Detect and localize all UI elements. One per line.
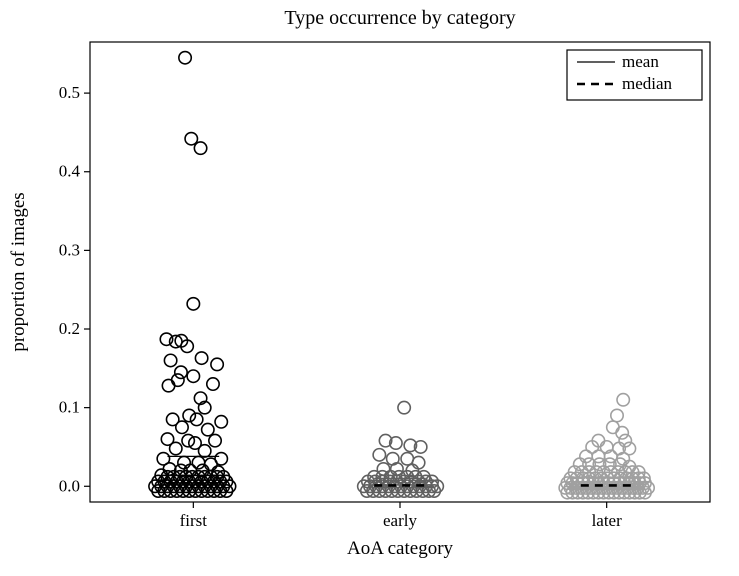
legend-label: median (622, 74, 673, 93)
legend-label: mean (622, 52, 659, 71)
x-tick-label: first (180, 511, 208, 530)
x-axis-label: AoA category (347, 538, 454, 559)
x-tick-label: early (383, 511, 417, 530)
x-tick-label: later (592, 511, 623, 530)
y-tick-label: 0.3 (59, 240, 80, 259)
chart-container: Type occurrence by category 0.0 0.1 0.2 0.3 0… (0, 0, 739, 576)
y-tick-label: 0.2 (59, 319, 80, 338)
y-tick-label: 0.0 (59, 476, 80, 495)
y-tick-label: 0.1 (59, 398, 80, 417)
y-tick-label: 0.4 (59, 162, 81, 181)
chart-title: Type occurrence by category (284, 7, 515, 29)
y-axis-label: proportion of images (8, 192, 29, 351)
y-tick-label: 0.5 (59, 83, 80, 102)
stripplot-chart: Type occurrence by category 0.0 0.1 0.2 0.3 0… (0, 0, 739, 576)
